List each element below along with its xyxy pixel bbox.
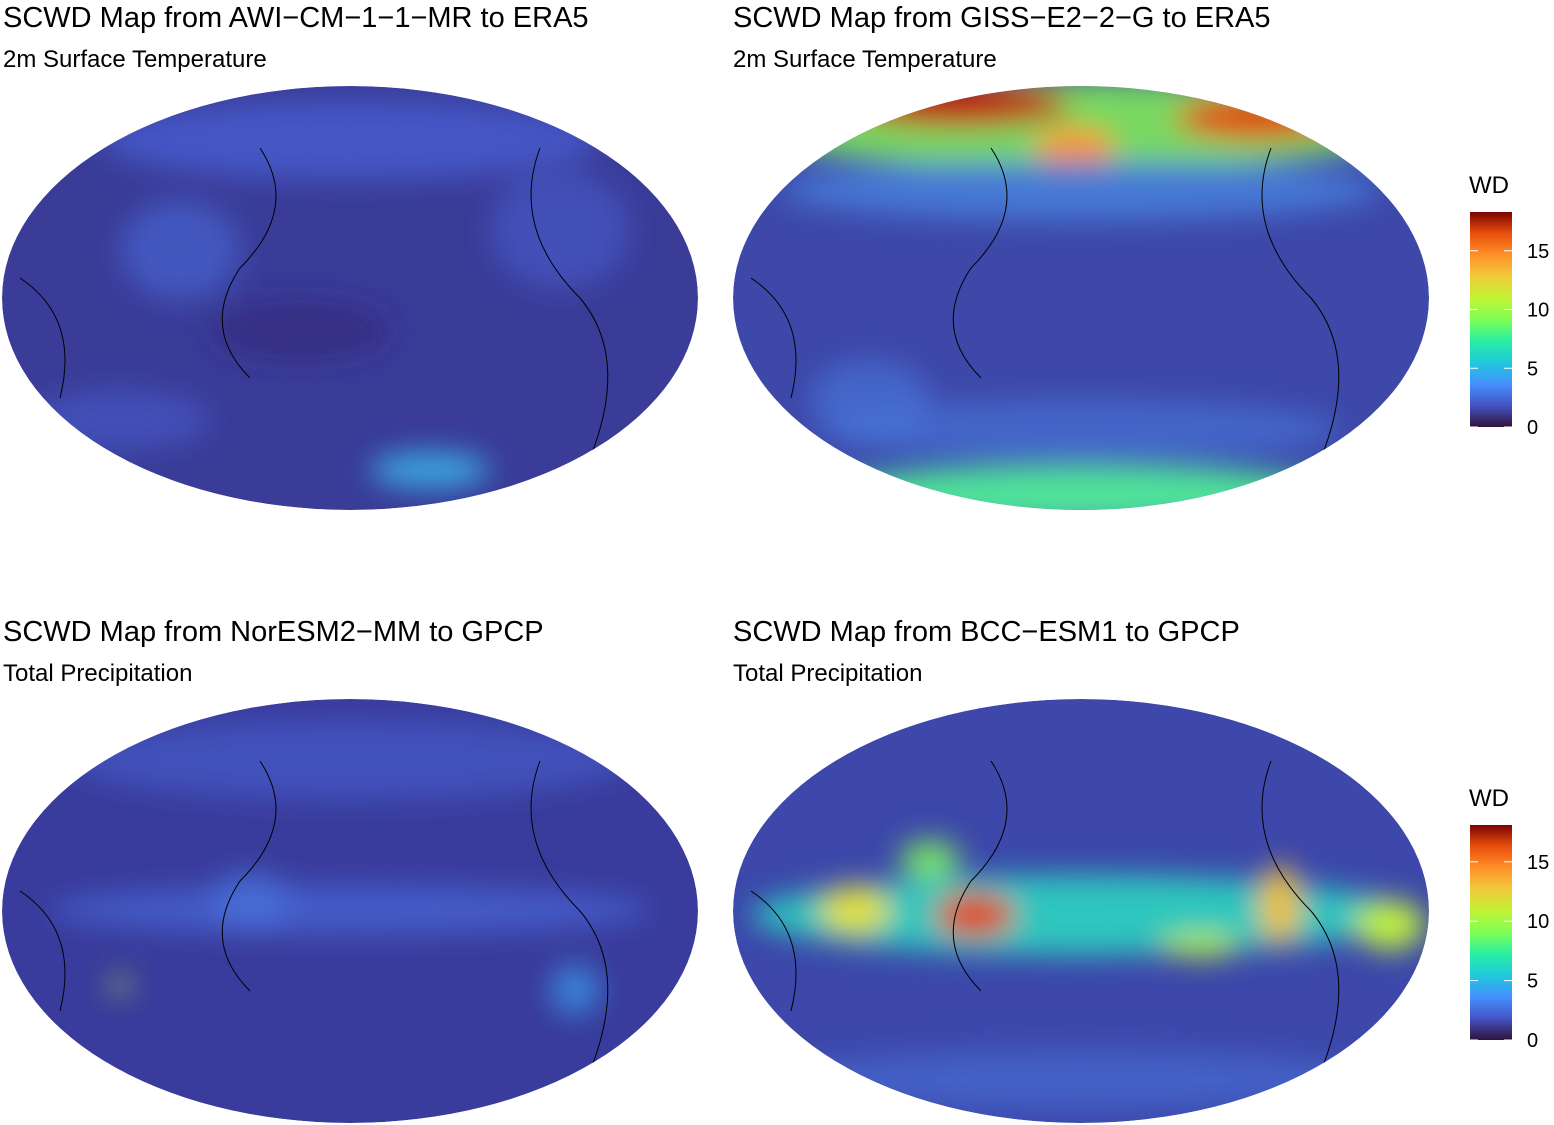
colorbar xyxy=(1470,825,1512,1040)
field-blob xyxy=(1035,128,1115,168)
panel-subtitle: Total Precipitation xyxy=(733,660,922,687)
map xyxy=(733,699,1429,1123)
field-blob xyxy=(30,390,210,450)
colorbar-tick-label: 0 xyxy=(1527,1030,1538,1052)
colorbar-tick-label: 10 xyxy=(1527,300,1549,322)
field-blob xyxy=(820,885,890,935)
field-blob xyxy=(751,875,1411,955)
field-blob xyxy=(900,840,960,880)
map xyxy=(2,699,698,1123)
legend-title: WD xyxy=(1469,172,1509,199)
colorbar-tick-label: 5 xyxy=(1527,971,1538,993)
field-blob xyxy=(120,200,240,300)
field-blob xyxy=(1260,865,1300,945)
map-field-pattern xyxy=(751,840,1425,1110)
field-blob xyxy=(210,870,290,930)
panel-title: SCWD Map from BCC−ESM1 to GPCP xyxy=(733,616,1240,648)
colorbar xyxy=(1470,212,1512,427)
field-blob xyxy=(1160,933,1240,957)
colorbar-tick-label: 0 xyxy=(1527,417,1538,439)
map xyxy=(733,86,1429,510)
colorbar-tick-label: 15 xyxy=(1527,852,1549,874)
field-blob xyxy=(490,170,630,290)
field-blob xyxy=(550,965,600,1015)
field-blob xyxy=(1175,96,1335,140)
colorbar-tick-label: 15 xyxy=(1527,241,1549,263)
panel-subtitle: 2m Surface Temperature xyxy=(3,46,267,73)
field-blob xyxy=(100,100,600,180)
panel-subtitle: Total Precipitation xyxy=(3,660,192,687)
field-blob xyxy=(821,400,1341,460)
coastline xyxy=(750,147,1340,459)
coastline xyxy=(19,760,609,1072)
map-field-pattern xyxy=(751,86,1411,510)
coastline xyxy=(19,147,609,459)
field-blob xyxy=(781,1050,1381,1110)
field-blob xyxy=(70,720,630,800)
field-blob xyxy=(370,452,490,488)
panel-title: SCWD Map from AWI−CM−1−1−MR to ERA5 xyxy=(3,2,589,34)
field-blob xyxy=(935,893,1015,937)
field-blob xyxy=(821,465,1341,510)
field-blob xyxy=(210,300,390,360)
legend-title: WD xyxy=(1469,785,1509,812)
coastline xyxy=(750,760,1340,1072)
field-blob xyxy=(781,160,1381,220)
colorbar-tick-label: 5 xyxy=(1527,358,1538,380)
field-blob xyxy=(112,977,128,993)
field-blob xyxy=(810,360,930,440)
panel-subtitle: 2m Surface Temperature xyxy=(733,46,997,73)
field-blob xyxy=(50,885,650,935)
colorbar-tick-label: 10 xyxy=(1527,911,1549,933)
map-field-pattern xyxy=(50,720,650,1015)
field-blob xyxy=(850,86,1070,127)
panel-title: SCWD Map from NorESM2−MM to GPCP xyxy=(3,616,544,648)
panel-title: SCWD Map from GISS−E2−2−G to ERA5 xyxy=(733,2,1271,34)
map xyxy=(2,86,698,510)
field-blob xyxy=(1355,900,1425,950)
